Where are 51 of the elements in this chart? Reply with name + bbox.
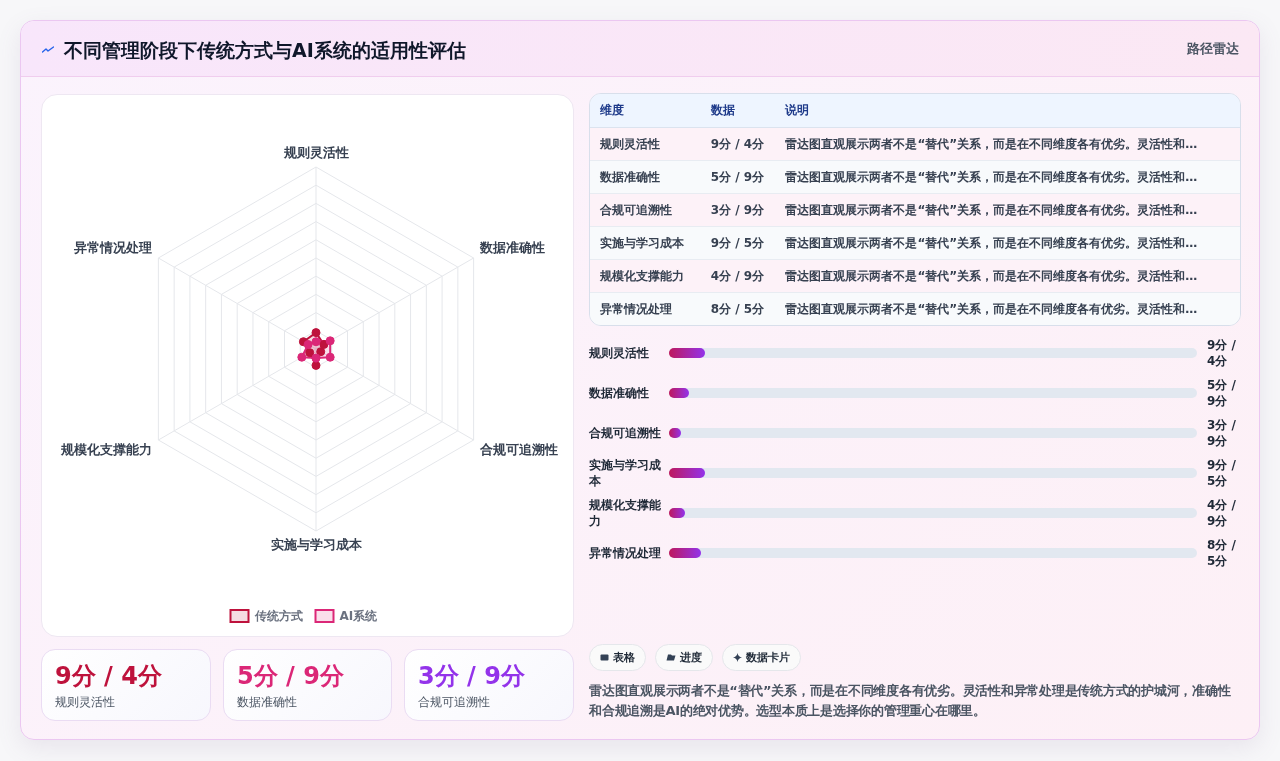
legend-label: AI系统 — [339, 608, 379, 623]
text: 说明 — [784, 102, 811, 119]
text: 雷达图直观展示两者不是“替代”关系，而是在不同维度各有优劣。灵活性和… — [784, 267, 1199, 285]
bar — [669, 468, 705, 478]
text: 9分 / 4分 — [710, 136, 765, 151]
spoke-label: 合规可追溯性 — [478, 441, 558, 457]
text: 数据 — [709, 102, 736, 119]
data-label: 4分 / 9分 — [1207, 497, 1237, 529]
text: 维度 — [599, 102, 625, 119]
category-label: 表格 — [613, 650, 635, 665]
y-tick-label: 实施与学习成本 — [589, 457, 662, 489]
category-label: 合规可追溯性 — [418, 694, 490, 710]
category-label: 数据卡片 — [746, 650, 790, 665]
text: 9分 / 5分 — [710, 235, 765, 250]
bar — [669, 348, 705, 358]
legend-label: 传统方式 — [253, 608, 303, 623]
text: 雷达图直观展示两者不是“替代”关系，而是在不同维度各有优劣。灵活性和异常处理是传统方式的护城河，准确性和合规追溯是AI的绝对优势。选型本质上是选择你的管理重心在哪里。 — [589, 682, 1232, 720]
text: 9分 / 4分 — [55, 662, 162, 690]
text: 3分 / 9分 — [418, 662, 525, 690]
data-label: 3分 / 9分 — [1207, 417, 1237, 449]
y-tick-label: 规则灵活性 — [589, 345, 649, 361]
text: 5分 / 9分 — [237, 662, 344, 690]
data-label: 5分 / 9分 — [1207, 377, 1237, 409]
text: 5分 / 9分 — [710, 169, 765, 184]
text: 4分 / 9分 — [710, 268, 765, 283]
text: 路径雷达 — [1187, 40, 1239, 58]
data-label: 9分 / 5分 — [1207, 457, 1237, 489]
text: 雷达图直观展示两者不是“替代”关系，而是在不同维度各有优劣。灵活性和… — [784, 234, 1199, 252]
y-tick-label: 规模化支撑能力 — [589, 497, 662, 529]
data-label: 9分 / 4分 — [1207, 337, 1237, 369]
text: 不同管理阶段下传统方式与AI系统的适用性评估 — [64, 38, 466, 63]
spoke-label: 数据准确性 — [478, 239, 545, 255]
bar — [669, 548, 701, 558]
category-label: 规则灵活性 — [55, 694, 115, 710]
y-tick-label: 数据准确性 — [589, 385, 649, 401]
data-label: 8分 / 5分 — [1207, 537, 1237, 569]
text: 雷达图直观展示两者不是“替代”关系，而是在不同维度各有优劣。灵活性和… — [784, 201, 1199, 219]
category-label: 数据准确性 — [237, 694, 297, 710]
text: 雷达图直观展示两者不是“替代”关系，而是在不同维度各有优劣。灵活性和… — [784, 135, 1199, 153]
spoke-label: 规模化支撑能力 — [60, 441, 153, 457]
text: 雷达图直观展示两者不是“替代”关系，而是在不同维度各有优劣。灵活性和… — [784, 168, 1199, 186]
text: 3分 / 9分 — [710, 202, 765, 217]
category-label: 进度 — [680, 650, 702, 665]
bar — [669, 388, 689, 398]
y-tick-label: 异常情况处理 — [589, 545, 661, 561]
spoke-label: 规则灵活性 — [282, 144, 349, 160]
spoke-label: 实施与学习成本 — [270, 536, 363, 552]
spoke-label: 异常情况处理 — [73, 239, 153, 255]
text: 雷达图直观展示两者不是“替代”关系，而是在不同维度各有优劣。灵活性和… — [784, 300, 1199, 318]
y-tick-label: 合规可追溯性 — [589, 425, 661, 441]
text: 8分 / 5分 — [710, 301, 765, 316]
